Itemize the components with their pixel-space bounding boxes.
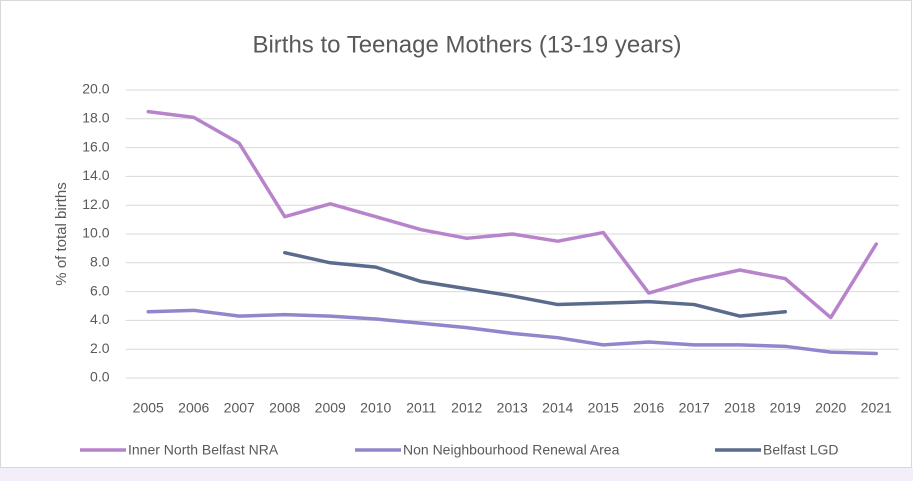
y-tick-label: 12.0 <box>82 196 109 212</box>
chart-title: Births to Teenage Mothers (13-19 years) <box>252 31 681 58</box>
x-tick-label: 2011 <box>406 400 436 416</box>
legend-label: Non Neighbourhood Renewal Area <box>403 442 620 458</box>
y-tick-label: 6.0 <box>90 282 110 298</box>
x-tick-label: 2009 <box>315 400 346 416</box>
y-tick-label: 4.0 <box>90 311 110 327</box>
y-tick-label: 10.0 <box>82 225 109 241</box>
series-line <box>146 109 878 320</box>
legend-label: Inner North Belfast NRA <box>128 442 279 458</box>
y-tick-label: 8.0 <box>90 254 110 270</box>
x-tick-label: 2016 <box>633 400 664 416</box>
y-tick-label: 16.0 <box>82 138 109 154</box>
x-tick-label: 2008 <box>269 400 300 416</box>
x-tick-label: 2013 <box>497 400 528 416</box>
series-line <box>146 308 878 356</box>
x-tick-label: 2007 <box>224 400 255 416</box>
series-line <box>283 250 787 318</box>
x-tick-label: 2017 <box>679 400 710 416</box>
x-tick-label: 2005 <box>133 400 164 416</box>
y-tick-label: 2.0 <box>90 340 110 356</box>
y-axis-title: % of total births <box>53 182 70 285</box>
footer-band <box>0 468 913 481</box>
x-tick-label: 2012 <box>451 400 482 416</box>
x-tick-label: 2015 <box>588 400 619 416</box>
x-tick-label: 2021 <box>861 400 892 416</box>
x-tick-label: 2019 <box>770 400 801 416</box>
legend-label: Belfast LGD <box>763 442 838 458</box>
y-tick-label: 20.0 <box>82 81 109 97</box>
x-tick-label: 2020 <box>815 400 846 416</box>
y-tick-label: 18.0 <box>82 110 109 126</box>
x-tick-label: 2014 <box>542 400 573 416</box>
x-tick-label: 2006 <box>178 400 209 416</box>
x-tick-label: 2018 <box>724 400 755 416</box>
y-tick-label: 14.0 <box>82 167 109 183</box>
x-tick-label: 2010 <box>360 400 391 416</box>
y-tick-label: 0.0 <box>90 369 110 385</box>
